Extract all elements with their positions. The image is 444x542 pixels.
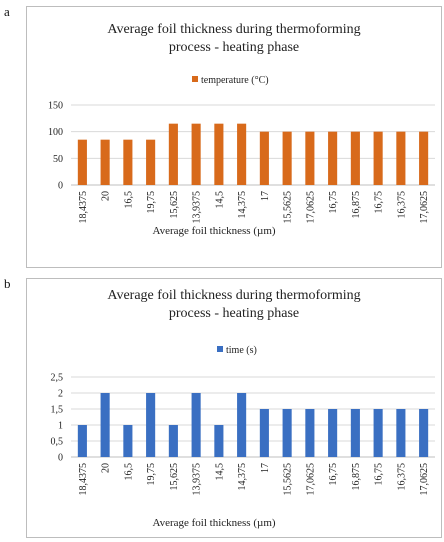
chart-b-xtick-label: 16,75 bbox=[328, 463, 339, 486]
chart-a-xtick-label: 16,375 bbox=[396, 191, 407, 219]
chart-a-ytick-label: 0 bbox=[58, 181, 63, 192]
chart-b-xtick-label: 16,5 bbox=[123, 463, 134, 481]
chart-a-xtick-label: 16,75 bbox=[374, 191, 385, 214]
chart-b-title-line-1: Average foil thickness during thermoform… bbox=[107, 288, 360, 303]
chart-a-xtick-label: 19,75 bbox=[146, 191, 157, 214]
chart-a-xtick-label: 14,375 bbox=[237, 191, 248, 219]
chart-a-bar bbox=[350, 131, 360, 185]
chart-b-ytick-label: 2 bbox=[58, 389, 63, 400]
chart-a-xtick-label: 16,5 bbox=[123, 191, 134, 209]
panel-letter-a: a bbox=[4, 4, 10, 19]
chart-b-frame: Average foil thickness during thermoform… bbox=[26, 278, 442, 538]
chart-a-xtick-label: 16,75 bbox=[328, 191, 339, 214]
chart-b-xtick-label: 14,375 bbox=[237, 463, 248, 491]
chart-b-bar bbox=[168, 425, 178, 457]
chart-a-title-line-2: process - heating phase bbox=[169, 40, 299, 55]
chart-a-bar bbox=[305, 131, 315, 185]
chart-b-ytick-label: 1,5 bbox=[51, 405, 64, 416]
chart-a-ytick-label: 50 bbox=[53, 154, 63, 165]
chart-b-xtick-label: 19,75 bbox=[146, 463, 157, 486]
chart-a-title-line-1: Average foil thickness during thermoform… bbox=[107, 22, 360, 37]
chart-a-xtick-label: 15,625 bbox=[169, 191, 180, 219]
chart-b-ytick-label: 0 bbox=[58, 453, 63, 464]
chart-b-legend-label: time (s) bbox=[226, 345, 257, 356]
chart-a-xtick-label: 17,0625 bbox=[305, 191, 316, 224]
chart-b-bar bbox=[191, 393, 201, 457]
chart-a-bar bbox=[328, 131, 338, 185]
chart-a-legend-label: temperature (°C) bbox=[201, 75, 269, 86]
chart-a-bar bbox=[123, 139, 133, 185]
chart-a-bar bbox=[419, 131, 429, 185]
chart-a-xtick-label: 18,4375 bbox=[78, 191, 89, 224]
chart-a-bar bbox=[100, 139, 110, 185]
chart-a-bar bbox=[237, 123, 247, 185]
chart-a-xtick-label: 16,875 bbox=[351, 191, 362, 219]
chart-b-xtick-label: 20 bbox=[101, 463, 112, 473]
chart-b-ytick-label: 0,5 bbox=[51, 437, 64, 448]
chart-b-bar bbox=[77, 425, 87, 457]
chart-b-ytick-label: 1 bbox=[58, 421, 63, 432]
chart-a-ytick-label: 150 bbox=[48, 101, 63, 112]
chart-b-xtick-label: 15,625 bbox=[169, 463, 180, 491]
chart-b-bar bbox=[328, 409, 338, 457]
chart-b-xtick-label: 16,875 bbox=[351, 463, 362, 491]
chart-a: Average foil thickness during thermoform… bbox=[48, 22, 435, 237]
chart-b-bar bbox=[373, 409, 383, 457]
chart-b-xtick-label: 17 bbox=[260, 463, 271, 473]
chart-a-xtick-label: 13,9375 bbox=[192, 191, 203, 224]
chart-a-xtick-label: 20 bbox=[101, 191, 112, 201]
chart-b-xtick-label: 14,5 bbox=[214, 463, 225, 481]
chart-b-bar bbox=[123, 425, 133, 457]
chart-a-legend-swatch bbox=[192, 76, 198, 82]
chart-a-bar bbox=[373, 131, 383, 185]
chart-b-bar bbox=[419, 409, 429, 457]
chart-b-xtick-label: 15,5625 bbox=[283, 463, 294, 496]
chart-a-bar bbox=[146, 139, 156, 185]
chart-b-bar bbox=[305, 409, 315, 457]
chart-b-bar bbox=[100, 393, 110, 457]
chart-a-xtick-label: 14,5 bbox=[214, 191, 225, 209]
chart-b-bar bbox=[350, 409, 360, 457]
chart-b-bar bbox=[282, 409, 292, 457]
chart-b-bar bbox=[259, 409, 269, 457]
chart-b-xtick-label: 17,0625 bbox=[305, 463, 316, 496]
chart-a-bar bbox=[77, 139, 87, 185]
chart-a-ytick-label: 100 bbox=[48, 127, 63, 138]
chart-b-title-line-2: process - heating phase bbox=[169, 306, 299, 321]
chart-a-frame: Average foil thickness during thermoform… bbox=[26, 6, 442, 268]
chart-b-bar bbox=[237, 393, 247, 457]
chart-b: Average foil thickness during thermoform… bbox=[51, 288, 435, 529]
chart-a-bar bbox=[259, 131, 269, 185]
chart-b-xtick-label: 13,9375 bbox=[192, 463, 203, 496]
chart-b-xtick-label: 16,375 bbox=[396, 463, 407, 491]
chart-a-bar bbox=[168, 123, 178, 185]
chart-a-bar bbox=[191, 123, 201, 185]
chart-b-legend-swatch bbox=[217, 346, 223, 352]
chart-a-xtick-label: 17,0625 bbox=[419, 191, 430, 224]
chart-b-ytick-label: 2,5 bbox=[51, 373, 64, 384]
chart-b-xtick-label: 17,0625 bbox=[419, 463, 430, 496]
chart-b-bar bbox=[146, 393, 156, 457]
chart-a-xtick-label: 15,5625 bbox=[283, 191, 294, 224]
chart-a-bar bbox=[214, 123, 224, 185]
chart-b-x-axis-label: Average foil thickness (µm) bbox=[152, 517, 275, 529]
chart-a-bar bbox=[396, 131, 406, 185]
chart-b-xtick-label: 16,75 bbox=[374, 463, 385, 486]
chart-b-bar bbox=[396, 409, 406, 457]
panel-letter-b: b bbox=[4, 276, 11, 291]
chart-a-x-axis-label: Average foil thickness (µm) bbox=[152, 225, 275, 237]
chart-b-xtick-label: 18,4375 bbox=[78, 463, 89, 496]
chart-a-bar bbox=[282, 131, 292, 185]
chart-a-xtick-label: 17 bbox=[260, 191, 271, 201]
chart-b-bar bbox=[214, 425, 224, 457]
